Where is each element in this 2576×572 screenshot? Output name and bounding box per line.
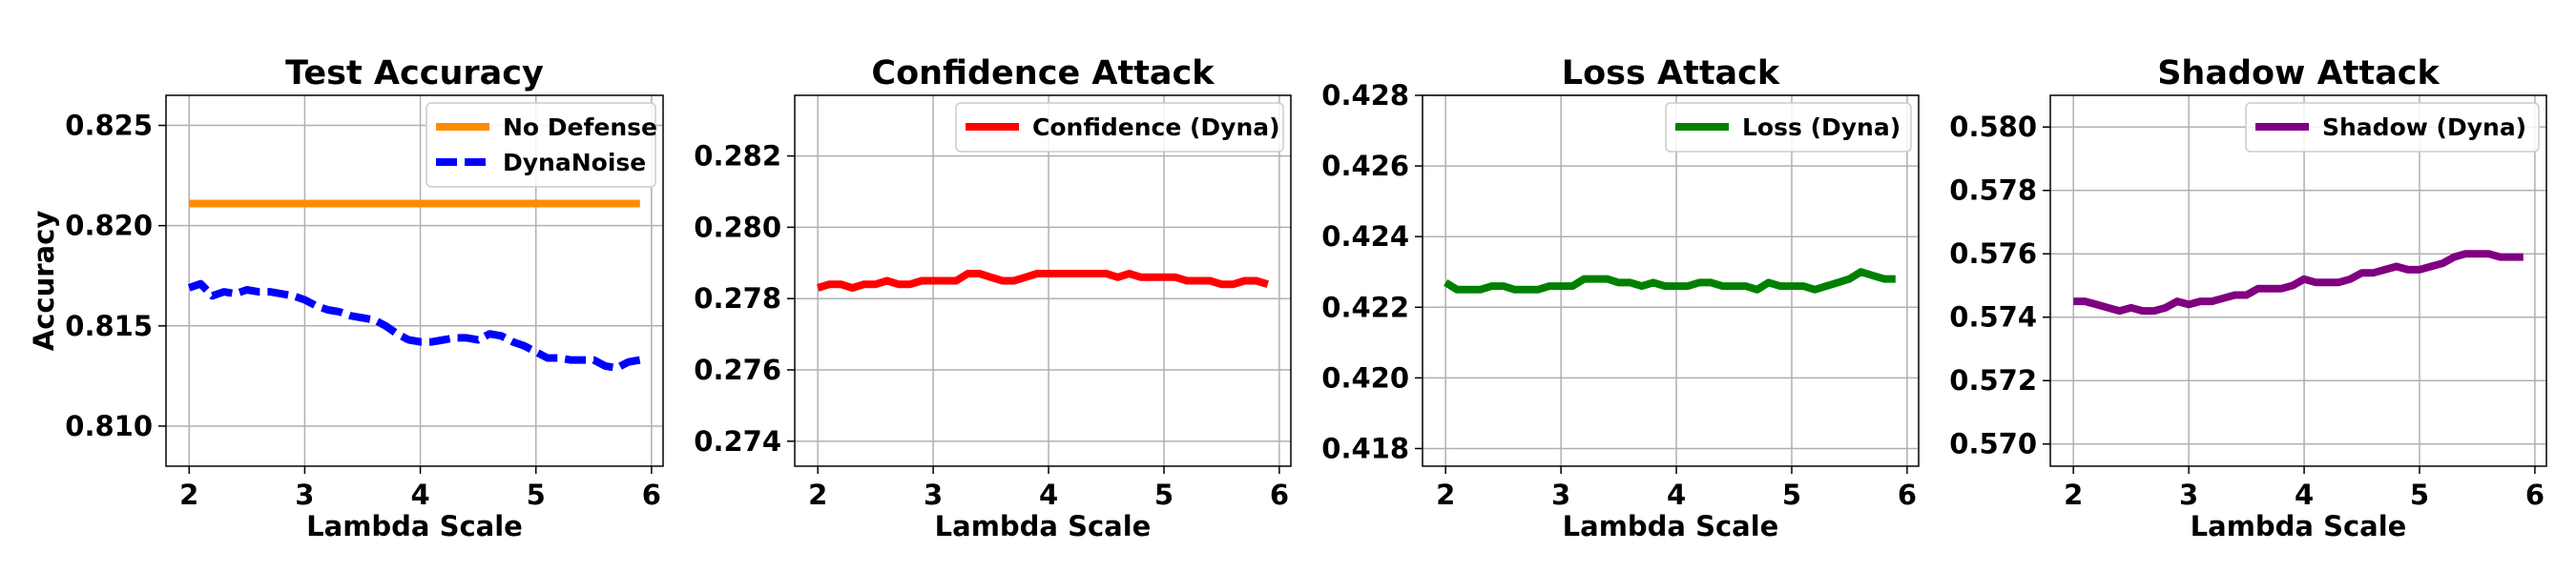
x-tick-label: 2: [2064, 479, 2083, 511]
y-tick-label: 0.282: [694, 140, 781, 173]
y-tick-label: 0.424: [1321, 220, 1409, 253]
y-tick-label: 0.580: [1949, 111, 2037, 143]
y-tick-label: 0.574: [1949, 301, 2037, 334]
legend: Loss (Dyna): [1665, 102, 1912, 153]
x-tick-label: 5: [2410, 479, 2429, 511]
y-tick-label: 0.572: [1949, 364, 2037, 397]
chart-panel-4: 2 3 4 5 6 0.570 0.572 0.574 0.576 0.578 0.580 Shado…: [1949, 54, 2547, 542]
x-axis-label: Lambda Scale: [1563, 510, 1779, 542]
y-tick-label: 0.420: [1321, 361, 1409, 394]
y-tick-label: 0.426: [1321, 150, 1409, 182]
y-axis-label: Accuracy: [28, 211, 60, 352]
x-tick-label: 6: [1270, 479, 1289, 511]
chart-title: Test Accuracy: [285, 54, 544, 92]
chart-title: Confidence Attack: [871, 54, 1215, 92]
y-tick-label: 0.418: [1321, 432, 1409, 464]
y-tick-label: 0.578: [1949, 174, 2037, 207]
legend: No Defense DynaNoise: [426, 102, 657, 188]
y-tick-label: 0.570: [1949, 428, 2037, 460]
legend-label-2: DynaNoise: [503, 149, 646, 176]
legend-label-1: Loss (Dyna): [1742, 113, 1901, 141]
y-tick-label: 0.576: [1949, 237, 2037, 270]
x-tick-label: 3: [1551, 479, 1570, 511]
chart-panel-3: 2 3 4 5 6 0.418 0.420 0.422 0.424 0.426 0.428 Loss …: [1321, 54, 1920, 542]
x-tick-label: 2: [179, 479, 198, 511]
y-tick-label: 0.825: [65, 110, 153, 142]
chart-panel-1: 2 3 4 5 6 0.810 0.815 0.820 0.825 Test Accuracy La…: [28, 54, 664, 542]
y-tick-label: 0.820: [65, 210, 153, 242]
y-tick-label: 0.422: [1321, 291, 1409, 323]
x-tick-label: 5: [527, 479, 546, 511]
legend-box: [955, 102, 1284, 153]
axes-frame: [2049, 94, 2547, 467]
y-tick-label: 0.274: [694, 425, 781, 458]
legend: Shadow (Dyna): [2245, 102, 2540, 153]
y-tick-label: 0.276: [694, 354, 781, 386]
y-tick-label: 0.810: [65, 410, 153, 442]
chart-panel-2: 2 3 4 5 6 0.274 0.276 0.278 0.280 0.282 Confidence…: [694, 54, 1292, 542]
x-tick-label: 2: [1436, 479, 1455, 511]
x-tick-label: 6: [2525, 479, 2545, 511]
y-tick-label: 0.280: [694, 211, 781, 243]
x-tick-label: 6: [642, 479, 661, 511]
x-tick-label: 4: [410, 479, 429, 511]
x-tick-label: 3: [295, 479, 314, 511]
y-tick-label: 0.278: [694, 282, 781, 315]
series-line-1: [2073, 250, 2524, 316]
x-axis-label: Lambda Scale: [306, 510, 523, 542]
axes-frame: [165, 94, 664, 467]
chart-title: Loss Attack: [1562, 54, 1780, 92]
y-tick-label: 0.428: [1321, 79, 1409, 112]
series-line-1: [817, 270, 1269, 292]
legend-box: [1665, 102, 1912, 153]
x-axis-label: Lambda Scale: [935, 510, 1152, 542]
x-tick-label: 3: [924, 479, 943, 511]
x-tick-label: 3: [2179, 479, 2198, 511]
x-tick-label: 4: [1039, 479, 1058, 511]
axes-frame: [1422, 94, 1920, 467]
chart-title: Shadow Attack: [2157, 54, 2440, 92]
series-line-1: [1444, 268, 1896, 294]
x-axis-label: Lambda Scale: [2191, 510, 2407, 542]
x-tick-label: 5: [1154, 479, 1174, 511]
x-tick-label: 2: [808, 479, 827, 511]
series-line-2: [187, 279, 641, 372]
x-tick-label: 4: [2295, 479, 2314, 511]
x-tick-label: 4: [1667, 479, 1686, 511]
legend-label-1: Shadow (Dyna): [2322, 113, 2526, 141]
legend-box: [2245, 102, 2540, 153]
legend-label-1: No Defense: [503, 113, 657, 141]
legend: Confidence (Dyna): [955, 102, 1284, 153]
y-tick-label: 0.815: [65, 310, 153, 342]
x-tick-label: 5: [1782, 479, 1801, 511]
x-tick-label: 6: [1898, 479, 1917, 511]
axes-frame: [794, 94, 1292, 467]
legend-label-1: Confidence (Dyna): [1032, 113, 1280, 141]
